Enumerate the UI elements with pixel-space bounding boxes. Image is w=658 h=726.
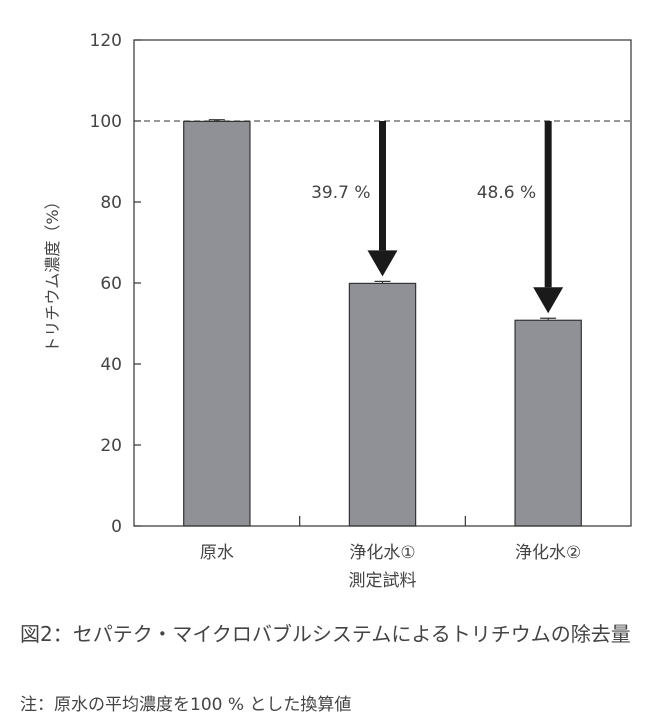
y-tick-label: 80 bbox=[100, 193, 122, 213]
reduction-arrow-head bbox=[367, 250, 398, 277]
y-tick-label: 120 bbox=[90, 31, 122, 51]
bar-1 bbox=[183, 120, 251, 527]
reduction-arrow-shaft bbox=[544, 121, 552, 288]
figure-caption: 図2：セパテク・マイクロバブルシステムによるトリチウムの除去量 bbox=[20, 622, 631, 646]
y-tick-label: 60 bbox=[100, 274, 122, 294]
y-axis-label: トリチウム濃度（%） bbox=[43, 193, 62, 352]
reduction-label: 39.7 % bbox=[311, 183, 370, 203]
category-label: 浄化水① bbox=[349, 543, 415, 563]
reduction-arrow-shaft bbox=[379, 121, 386, 251]
bar-2 bbox=[348, 282, 417, 527]
category-sublabel: 測定試料 bbox=[349, 571, 417, 591]
bar-3 bbox=[514, 319, 582, 527]
figure-note: 注：原水の平均濃度を100 % とした換算値 bbox=[20, 695, 352, 715]
category-label: 原水 bbox=[200, 543, 234, 563]
category-label: 浄化水② bbox=[515, 543, 581, 563]
reduction-label: 48.6 % bbox=[477, 183, 536, 203]
y-tick-label: 40 bbox=[100, 355, 122, 375]
y-tick-label: 20 bbox=[100, 436, 122, 456]
error-bars-layer bbox=[208, 119, 557, 321]
reduction-arrows-layer: 39.7 % 48.6 % bbox=[311, 121, 564, 314]
y-axis-ticks: 0 20 40 60 80 100 120 bbox=[90, 31, 141, 537]
y-tick-label: 0 bbox=[111, 517, 122, 537]
x-axis-ticks bbox=[299, 516, 466, 526]
y-tick-label: 100 bbox=[90, 112, 122, 132]
reduction-arrow-head bbox=[533, 287, 564, 314]
bar-chart: 39.7 % 48.6 % 0 20 40 60 80 100 120 原水 浄化水① 測定試料 浄… bbox=[43, 31, 632, 591]
category-labels: 原水 浄化水① 測定試料 浄化水② bbox=[200, 543, 581, 591]
